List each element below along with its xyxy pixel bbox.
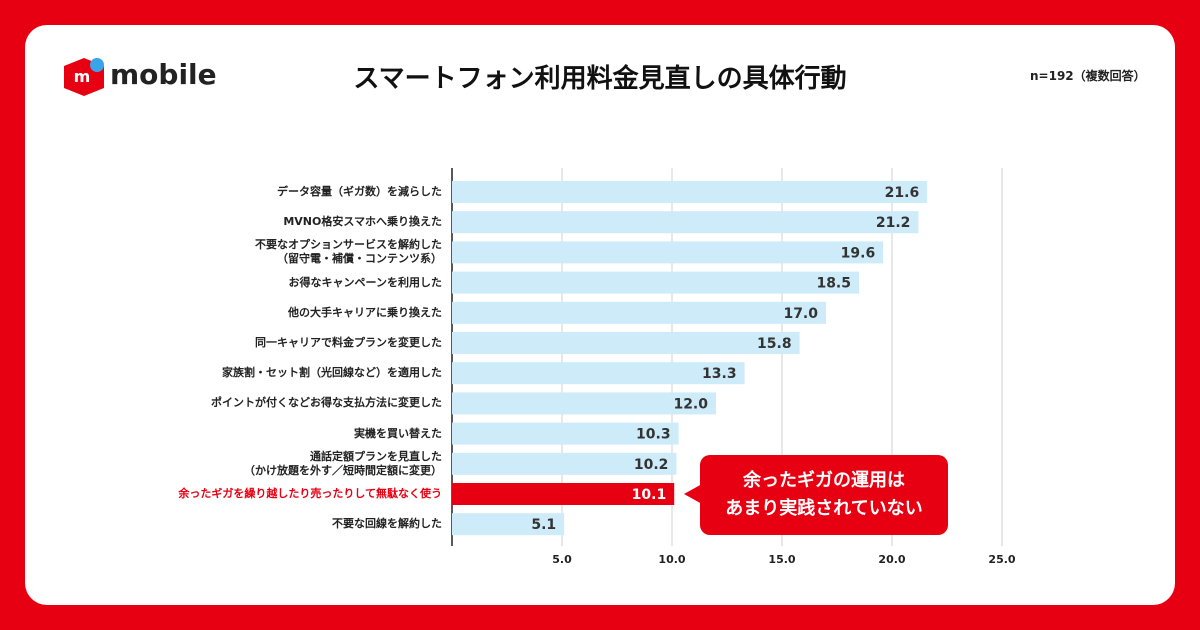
value-label: 10.2 [634,457,669,473]
value-label: 17.0 [783,306,818,322]
brand: mobile [110,58,217,91]
value-label: 13.3 [702,366,737,382]
category-label: 通話定額プランを見直した （かけ放題を外す／短時間定額に変更） [244,449,442,477]
category-label: 不要なオプションサービスを解約した （留守電・補償・コンテンツ系） [255,238,442,266]
bar [452,211,919,234]
value-label: 21.2 [876,215,911,231]
bar [452,483,675,505]
value-label: 15.8 [757,336,792,352]
category-label: MVNO格安スマホへ乗り換えた [283,215,442,229]
chart-title: スマートフォン利用料金見直しの具体行動 [353,64,847,94]
category-label: お得なキャンペーンを利用した [288,275,442,289]
value-label: 19.6 [841,245,876,261]
category-label: 余ったギガを繰り越したり売ったりして無駄なく使う [178,487,442,500]
annotation-pointer [684,484,702,504]
annotation-box [700,455,948,535]
bar [452,362,745,385]
x-tick-label: 15.0 [768,553,795,566]
bar [452,332,800,354]
annotation: 余ったギガの運用は あまり実践されていない [725,470,923,519]
x-tick-label: 20.0 [878,553,905,566]
value-label: 18.5 [816,276,851,292]
x-tick-label: 10.0 [658,553,685,566]
bar [452,301,826,324]
category-label: 同一キャリアで料金プランを変更した [255,336,442,349]
bar [452,241,884,264]
category-label: 他の大手キャリアに乗り換えた [288,305,442,319]
logo-mark: m [74,67,91,86]
category-label: 実機を買い替えた [354,426,442,440]
value-label: 10.1 [632,487,667,503]
value-label: 5.1 [531,517,556,533]
value-label: 12.0 [673,396,708,412]
bar [452,271,859,294]
category-label: 不要な回線を解約した [332,517,442,531]
value-label: 10.3 [636,427,671,443]
x-tick-label: 25.0 [988,553,1015,566]
category-label: ポイントが付くなどお得な支払方法に変更した [211,396,442,410]
sample-note: n=192（複数回答） [1030,69,1146,83]
category-label: データ容量（ギガ数）を減らした [277,185,442,198]
bar [452,452,677,475]
x-tick-label: 5.0 [552,553,572,566]
bar [452,181,928,203]
value-label: 21.6 [885,185,920,201]
bar [452,392,716,415]
bar [452,513,565,536]
category-label: 家族割・セット割（光回線など）を適用した [222,366,442,380]
logo-icon: m [64,58,104,96]
bar [452,422,679,445]
